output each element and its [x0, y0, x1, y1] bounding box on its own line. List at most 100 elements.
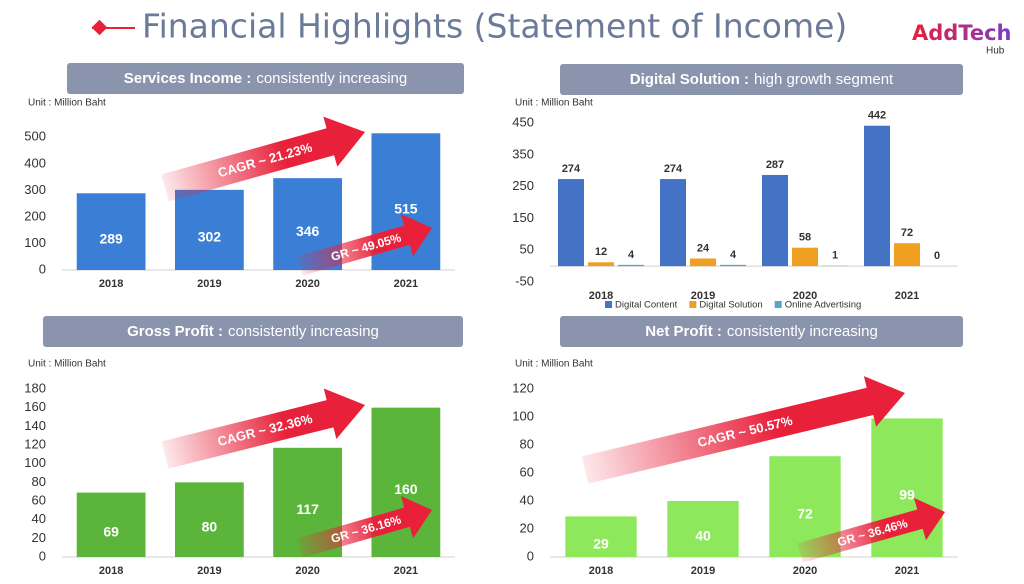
x-tick-label: 2020 [295, 565, 319, 577]
bar [565, 516, 637, 557]
arrow-shape [161, 388, 366, 469]
value-label: 99 [899, 486, 915, 502]
value-label: 69 [103, 524, 119, 540]
y-tick-label: 160 [24, 399, 46, 414]
x-tick-label: 2019 [691, 290, 715, 302]
unit-label: Unit : Million Baht [28, 98, 106, 109]
y-tick-label: 40 [32, 511, 46, 526]
value-label: 289 [99, 230, 123, 246]
unit-label: Unit : Million Baht [515, 98, 593, 109]
y-tick-label: 80 [32, 474, 46, 489]
panel-banner [560, 64, 963, 95]
legend-swatch [689, 301, 697, 308]
y-tick-label: 450 [512, 115, 534, 130]
panel-subtitle: consistently increasing [256, 70, 407, 87]
bar [762, 174, 788, 267]
y-tick-label: 40 [520, 492, 534, 507]
bar [792, 247, 818, 267]
y-tick-label: 20 [520, 520, 534, 535]
legend-label: Digital Solution [699, 300, 762, 311]
y-tick-label: 20 [32, 530, 46, 545]
panel-subtitle: consistently increasing [228, 323, 379, 340]
arrow-shape [581, 376, 905, 484]
logo-sub: Hub [986, 46, 1005, 57]
value-label: 72 [797, 505, 813, 521]
x-tick-label: 2018 [589, 290, 613, 302]
y-tick-label: 120 [512, 380, 534, 395]
legend-label: Digital Content [615, 300, 678, 311]
value-label: 274 [562, 163, 581, 175]
x-tick-label: 2019 [197, 278, 221, 290]
value-label: 346 [296, 223, 320, 239]
y-tick-label: 140 [24, 418, 46, 433]
x-tick-label: 2021 [394, 278, 418, 290]
slide-title: Financial Highlights (Statement of Incom… [142, 7, 847, 46]
panel-banner [43, 316, 463, 347]
legend-label: Online Advertising [785, 300, 862, 311]
x-tick-label: 2021 [895, 565, 919, 577]
value-label: 4 [730, 249, 737, 261]
bar [76, 492, 146, 557]
value-label: 0 [934, 250, 940, 262]
arrow-shape [297, 496, 433, 558]
x-tick-label: 2021 [394, 565, 418, 577]
bar [618, 264, 644, 267]
panel-title-bold: Gross Profit : [127, 323, 223, 340]
arrow-shape [797, 497, 946, 563]
y-tick-label: 0 [527, 548, 534, 563]
y-tick-label: 180 [24, 380, 46, 395]
unit-label: Unit : Million Baht [515, 359, 593, 370]
legend-swatch [605, 301, 612, 308]
x-tick-label: 2018 [99, 565, 123, 577]
unit-label: Unit : Million Baht [28, 359, 106, 370]
y-tick-label: 60 [520, 464, 534, 479]
y-tick-label: 60 [32, 492, 46, 507]
arrow-shape [161, 116, 365, 202]
panel-title: Net Profit : consistently increasing [645, 323, 878, 340]
panel-title: Digital Solution : high growth segment [630, 71, 894, 88]
title-diamond [91, 19, 108, 36]
bar [720, 264, 746, 267]
bar [588, 262, 614, 267]
value-label: 442 [868, 110, 886, 122]
x-tick-label: 2019 [197, 565, 221, 577]
x-tick-label: 2018 [99, 278, 123, 290]
value-label: 515 [394, 200, 418, 216]
logo: AddTech [912, 21, 1012, 45]
value-label: 72 [901, 227, 913, 239]
panel-title-bold: Services Income : [124, 70, 252, 87]
bar [174, 482, 244, 557]
value-label: 117 [296, 501, 319, 517]
arrow: CAGR ~ 50.57% [581, 376, 905, 484]
value-label: 160 [394, 481, 418, 497]
bar [660, 179, 686, 267]
y-tick-label: 80 [520, 436, 534, 451]
value-label: 12 [595, 246, 607, 258]
value-label: 24 [697, 242, 710, 254]
value-label: 80 [202, 518, 218, 534]
x-tick-label: 2019 [691, 565, 715, 577]
value-label: 4 [628, 249, 635, 261]
y-tick-label: 0 [39, 548, 46, 563]
panel-subtitle: high growth segment [754, 71, 894, 88]
y-tick-label: 100 [24, 235, 46, 250]
y-tick-label: 0 [39, 261, 46, 276]
y-tick-label: 120 [24, 436, 46, 451]
value-label: 58 [799, 232, 811, 244]
y-tick-label: 250 [512, 178, 534, 193]
panel-banner [560, 316, 963, 347]
y-tick-label: 150 [512, 210, 534, 225]
x-tick-label: 2018 [589, 565, 613, 577]
panel-banner [67, 63, 464, 94]
value-label: 287 [766, 159, 784, 171]
bar [690, 258, 716, 267]
y-tick-label: -50 [515, 273, 534, 288]
panel-title: Gross Profit : consistently increasing [127, 323, 379, 340]
y-tick-label: 300 [24, 182, 46, 197]
panel-subtitle: consistently increasing [727, 323, 878, 340]
legend-swatch [774, 301, 782, 308]
arrow-shape [297, 214, 433, 276]
x-tick-label: 2021 [895, 290, 919, 302]
value-label: 40 [695, 528, 711, 544]
y-tick-label: 350 [512, 146, 534, 161]
